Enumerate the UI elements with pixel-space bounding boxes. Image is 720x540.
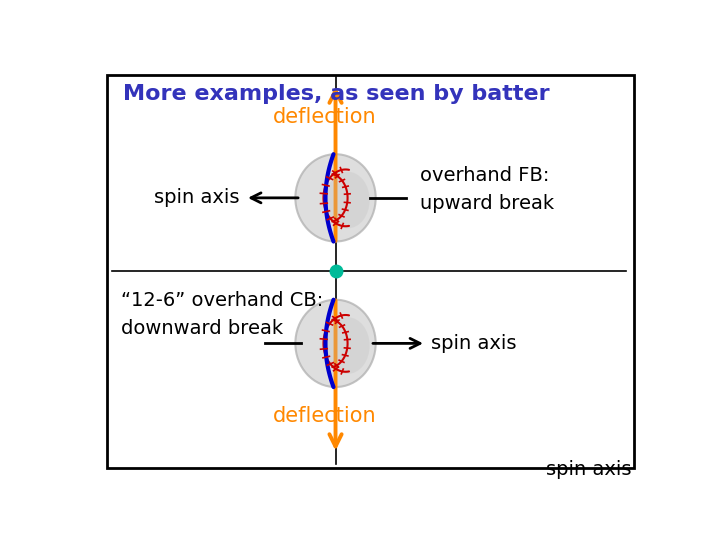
Text: deflection: deflection <box>273 107 376 127</box>
Text: spin axis: spin axis <box>431 334 517 353</box>
Ellipse shape <box>325 172 369 228</box>
Text: spin axis: spin axis <box>154 188 240 207</box>
Ellipse shape <box>325 317 369 374</box>
Text: “12-6” overhand CB:
downward break: “12-6” overhand CB: downward break <box>121 291 323 338</box>
Text: More examples, as seen by batter: More examples, as seen by batter <box>124 84 550 104</box>
Text: spin axis: spin axis <box>546 460 631 478</box>
Text: overhand FB:
upward break: overhand FB: upward break <box>420 166 554 213</box>
Text: deflection: deflection <box>273 406 376 426</box>
Ellipse shape <box>295 300 376 387</box>
Ellipse shape <box>295 154 376 241</box>
